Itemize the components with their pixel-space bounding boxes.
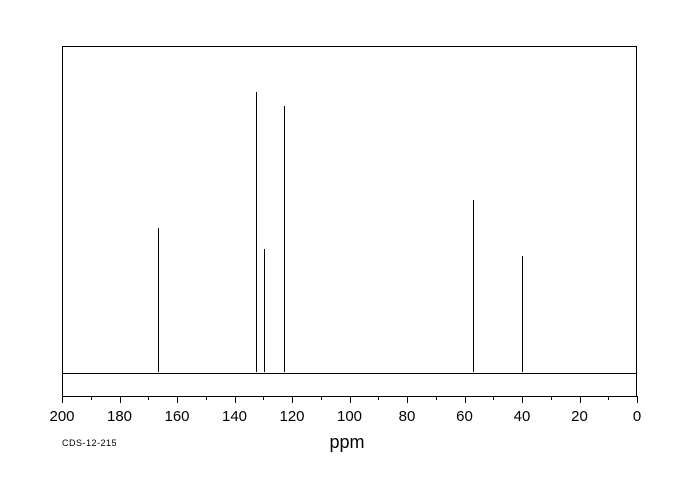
peak (158, 228, 159, 372)
plot-canvas (63, 47, 636, 396)
x-tick (407, 396, 408, 403)
x-minor-tick (321, 396, 322, 400)
peak (264, 249, 265, 372)
x-tick (637, 396, 638, 403)
x-minor-tick (493, 396, 494, 400)
x-tick-label: 180 (107, 408, 132, 425)
x-tick-label: 100 (337, 408, 362, 425)
x-tick-label: 80 (399, 408, 416, 425)
x-minor-tick (608, 396, 609, 400)
x-minor-tick (378, 396, 379, 400)
spectrum-plot-area (62, 46, 637, 396)
x-tick (522, 396, 523, 403)
x-minor-tick (263, 396, 264, 400)
x-tick (177, 396, 178, 403)
x-tick (235, 396, 236, 403)
x-tick-label: 140 (222, 408, 247, 425)
x-tick (120, 396, 121, 403)
x-minor-tick (91, 396, 92, 400)
x-minor-tick (148, 396, 149, 400)
x-minor-tick (551, 396, 552, 400)
x-tick (580, 396, 581, 403)
x-tick-label: 60 (456, 408, 473, 425)
peak (256, 92, 257, 372)
x-tick-label: 40 (514, 408, 531, 425)
peak (284, 106, 285, 372)
x-tick-label: 160 (164, 408, 189, 425)
x-minor-tick (206, 396, 207, 400)
x-tick (292, 396, 293, 403)
x-tick (350, 396, 351, 403)
x-tick-label: 200 (49, 408, 74, 425)
x-tick-label: 120 (279, 408, 304, 425)
x-tick (62, 396, 63, 403)
sample-id-label: CDS-12-215 (62, 438, 117, 448)
peak (522, 256, 523, 372)
x-axis-label: ppm (330, 432, 365, 453)
x-tick-label: 20 (571, 408, 588, 425)
baseline (63, 373, 636, 374)
x-axis: 200180160140120100806040200 (62, 396, 637, 397)
x-tick (465, 396, 466, 403)
peak (473, 200, 474, 372)
x-tick-label: 0 (633, 408, 641, 425)
x-minor-tick (436, 396, 437, 400)
